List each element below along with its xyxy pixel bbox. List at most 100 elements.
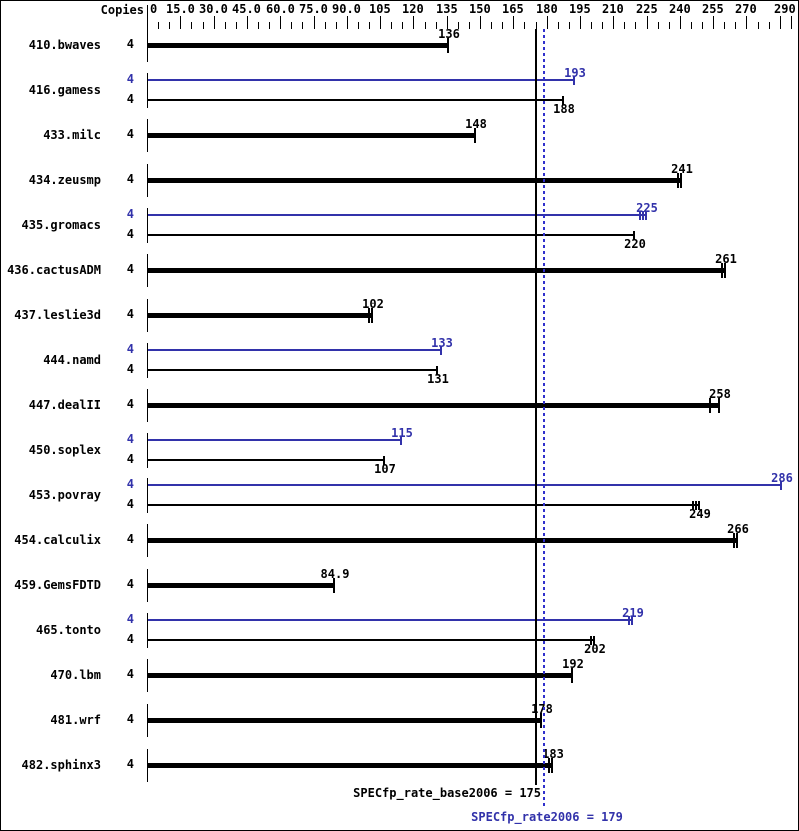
axis-tick	[225, 22, 226, 29]
axis-tick	[158, 22, 159, 29]
result-value: 193	[564, 66, 586, 80]
benchmark-label: 454.calculix	[14, 533, 101, 547]
axis-tick	[258, 22, 259, 29]
result-value: 102	[362, 297, 384, 311]
run-mark	[639, 211, 641, 220]
run-mark	[590, 636, 592, 645]
result-bar	[148, 234, 635, 236]
run-mark	[709, 398, 711, 413]
result-bar	[148, 178, 682, 183]
result-value: 266	[727, 522, 749, 536]
benchmark-label: 437.leslie3d	[14, 308, 101, 322]
axis-line-segment	[147, 749, 148, 782]
copies-value: 4	[126, 227, 134, 241]
result-bar	[148, 718, 542, 723]
run-mark	[721, 263, 723, 278]
run-mark	[540, 713, 542, 728]
copies-value: 4	[126, 452, 134, 466]
result-value: 131	[427, 372, 449, 386]
axis-tick	[447, 16, 448, 29]
axis-tick	[169, 22, 170, 29]
result-value: 107	[374, 462, 396, 476]
result-value: 192	[562, 657, 584, 671]
axis-tick-label: 150	[469, 2, 491, 16]
base-mean-line	[535, 29, 537, 785]
axis-tick	[425, 22, 426, 29]
base-rate-summary: SPECfp_rate_base2006 = 175	[353, 786, 541, 800]
axis-tick	[513, 16, 514, 29]
axis-tick	[147, 16, 148, 29]
result-bar	[148, 459, 385, 461]
axis-tick	[236, 22, 237, 29]
axis-tick	[680, 16, 681, 29]
axis-tick-label: 255	[702, 2, 724, 16]
run-mark	[642, 211, 644, 220]
run-mark	[718, 398, 720, 413]
axis-tick	[325, 22, 326, 29]
axis-line-segment	[147, 254, 148, 287]
axis-tick	[524, 22, 525, 29]
copies-value: 4	[126, 307, 134, 321]
result-value: 188	[553, 102, 575, 116]
axis-tick	[735, 22, 736, 29]
axis-tick	[713, 16, 714, 29]
benchmark-label: 435.gromacs	[21, 218, 101, 232]
result-bar	[148, 763, 553, 768]
axis-line-segment	[147, 659, 148, 692]
run-mark	[633, 231, 635, 240]
axis-tick	[702, 22, 703, 29]
run-mark	[593, 636, 595, 645]
run-mark	[631, 616, 633, 625]
result-bar	[148, 268, 726, 273]
axis-tick	[291, 22, 292, 29]
run-mark	[780, 481, 782, 490]
axis-tick-label: 105	[369, 2, 391, 16]
copies-value: 4	[126, 362, 134, 376]
axis-tick	[536, 22, 537, 29]
result-bar	[148, 619, 633, 621]
benchmark-label: 444.namd	[43, 353, 101, 367]
copies-value: 4	[126, 757, 134, 771]
copies-value: 4	[126, 397, 134, 411]
run-mark	[436, 366, 438, 375]
axis-tick-label: 120	[402, 2, 424, 16]
copies-value: 4	[126, 432, 134, 446]
result-value: 219	[622, 606, 644, 620]
result-bar	[148, 403, 720, 408]
result-value: 261	[715, 252, 737, 266]
copies-value: 4	[126, 667, 134, 681]
run-mark	[383, 456, 385, 465]
run-mark	[736, 533, 738, 548]
copies-value: 4	[126, 632, 134, 646]
axis-tick	[547, 16, 548, 29]
axis-tick	[413, 16, 414, 29]
axis-tick	[491, 22, 492, 29]
run-mark	[724, 263, 726, 278]
copies-value: 4	[126, 172, 134, 186]
benchmark-label: 482.sphinx3	[21, 758, 101, 772]
axis-tick-label: 75.0	[299, 2, 328, 16]
run-mark	[573, 76, 575, 85]
result-value: 258	[709, 387, 731, 401]
copies-value: 4	[126, 532, 134, 546]
axis-tick	[336, 22, 337, 29]
axis-line-segment	[147, 29, 148, 62]
result-bar	[148, 214, 647, 216]
result-bar	[148, 99, 564, 101]
axis-tick	[480, 16, 481, 29]
axis-line-segment	[147, 389, 148, 422]
run-mark	[695, 501, 697, 510]
axis-tick	[302, 22, 303, 29]
result-value: 241	[671, 162, 693, 176]
result-bar	[148, 673, 573, 678]
result-value: 115	[391, 426, 413, 440]
benchmark-label: 470.lbm	[50, 668, 101, 682]
run-mark	[368, 308, 370, 323]
benchmark-label: 436.cactusADM	[7, 263, 101, 277]
peak-mean-line	[543, 29, 545, 808]
benchmark-label: 433.milc	[43, 128, 101, 142]
axis-line-segment	[147, 299, 148, 332]
axis-tick	[580, 16, 581, 29]
peak-rate-summary: SPECfp_rate2006 = 179	[471, 810, 623, 824]
benchmark-label: 481.wrf	[50, 713, 101, 727]
